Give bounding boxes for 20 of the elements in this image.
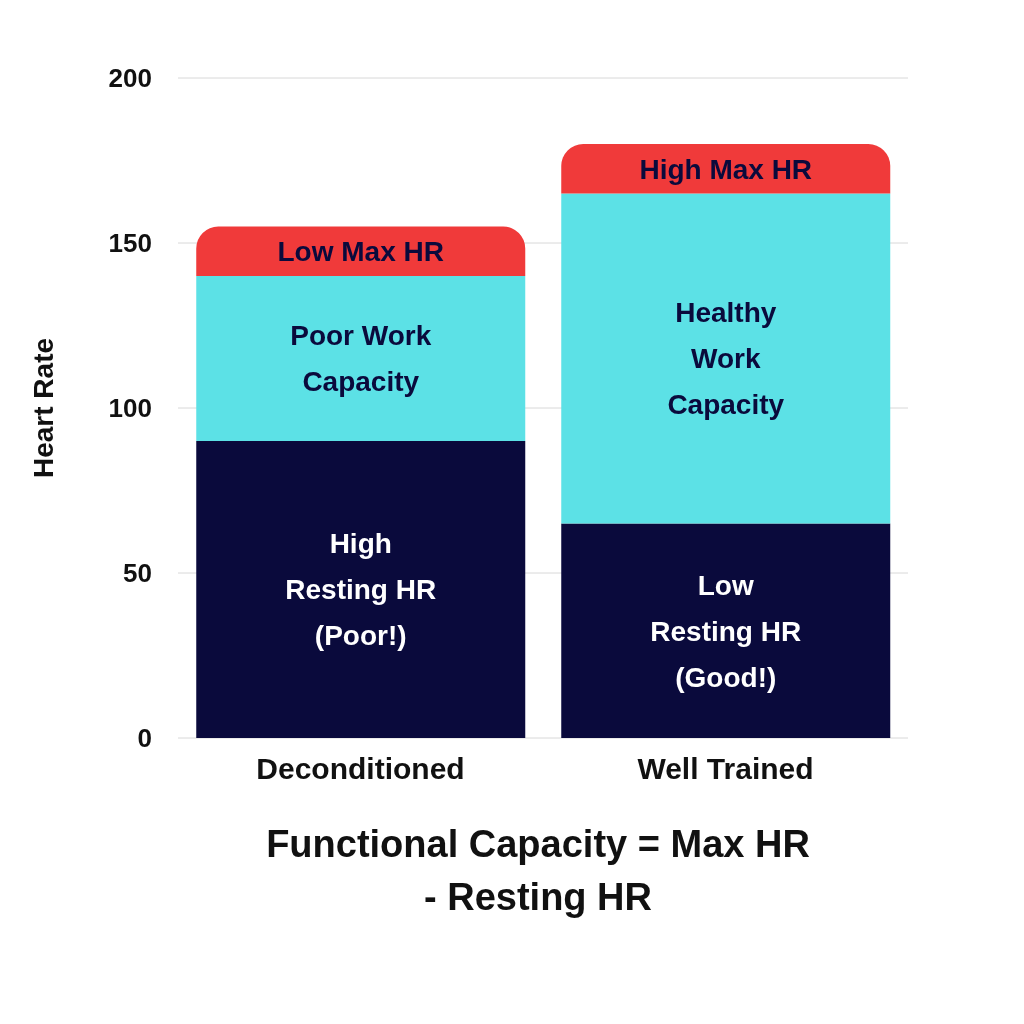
bar [561, 523, 891, 738]
y-tick-label: 0 [137, 723, 152, 754]
bar [196, 276, 526, 441]
y-tick-label: 100 [108, 393, 152, 424]
x-tick-label: Deconditioned [256, 752, 465, 786]
bar [561, 193, 891, 524]
y-tick-label: 50 [123, 558, 152, 589]
y-tick-label: 150 [108, 228, 152, 259]
data-label: Low Resting HR (Good!) [650, 569, 802, 693]
bar [561, 144, 891, 194]
text: Functional Capacity = Max HR - Resting HR [265, 822, 811, 921]
data-label: High Max HR [639, 153, 813, 185]
bar [196, 441, 526, 738]
data-label: Healthy Work Capacity [667, 297, 785, 421]
data-label: Poor Work Capacity [290, 320, 432, 398]
y-axis-title: Heart Rate [27, 337, 59, 479]
x-tick-label: Well Trained [637, 752, 814, 786]
data-label: High Resting HR (Poor!) [285, 528, 437, 652]
data-label: Low Max HR [277, 236, 444, 268]
y-tick-label: 200 [108, 63, 152, 94]
